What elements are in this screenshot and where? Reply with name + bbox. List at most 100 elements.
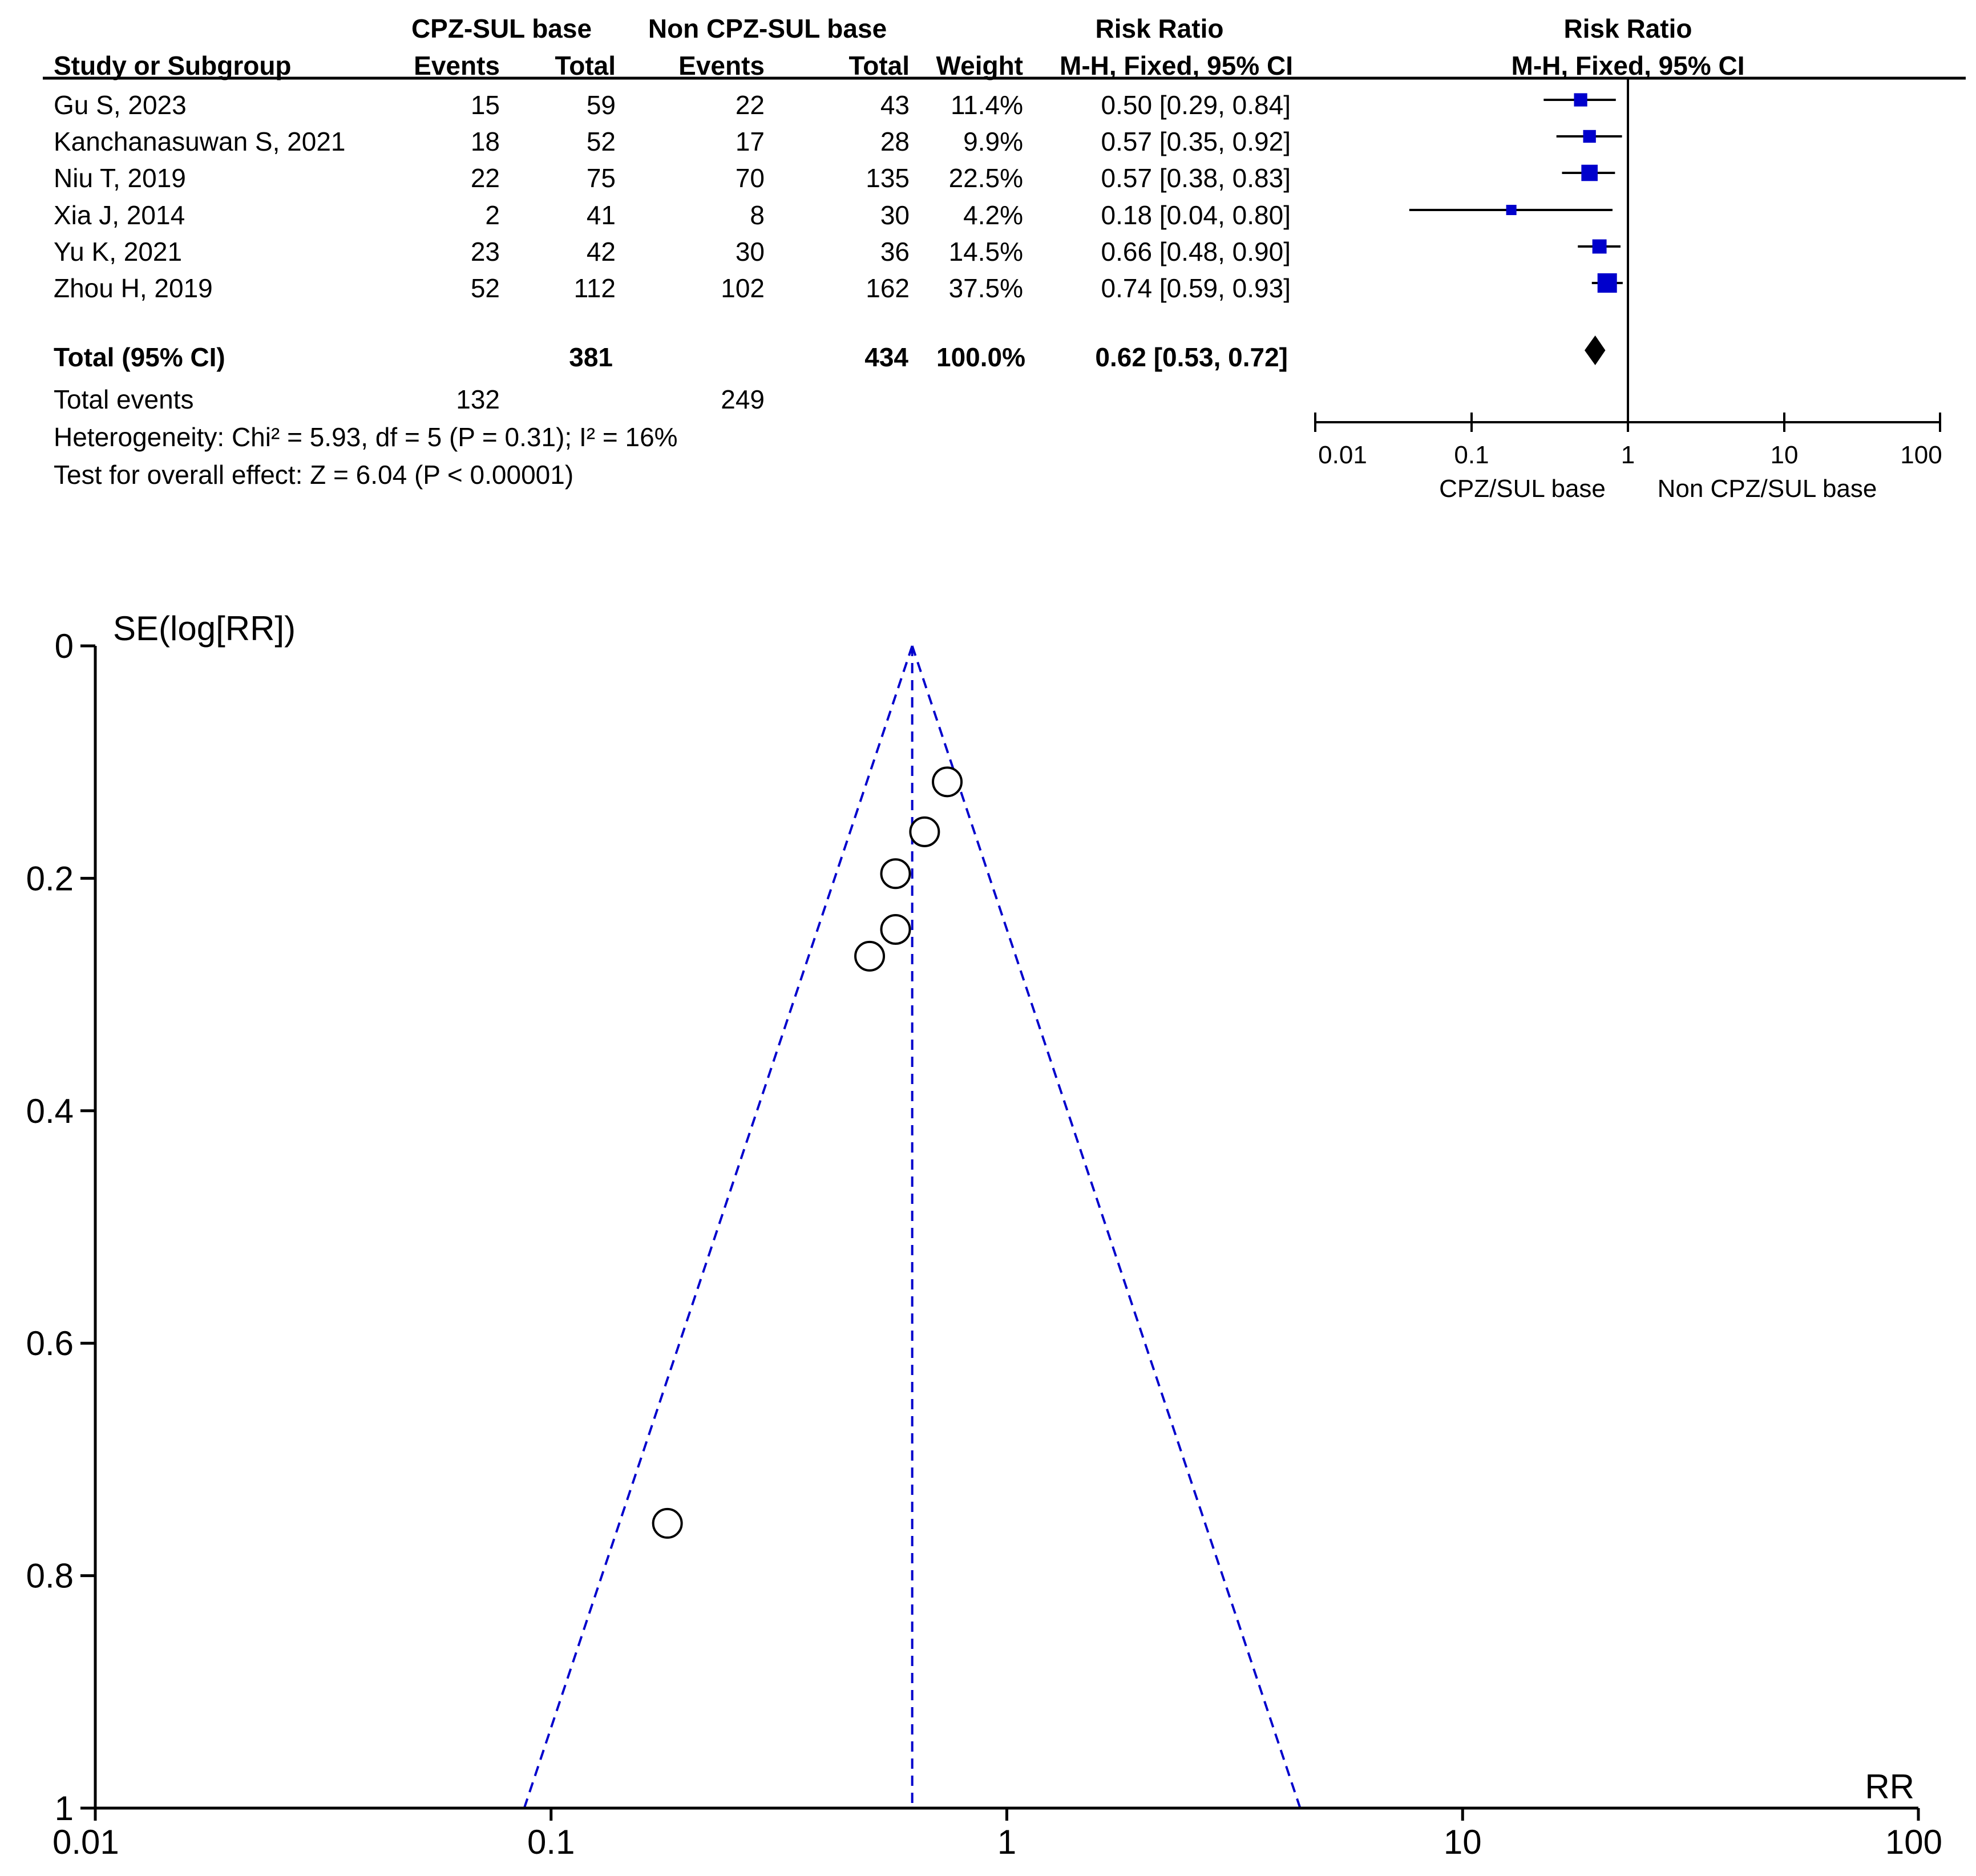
study-row: Gu S, 2023 15 59 22 43 11.4% 0.50 [0.29,… — [54, 90, 1291, 120]
funnel-right-limit — [912, 646, 1300, 1808]
header-events-right: Events — [678, 51, 765, 80]
events-right: 17 — [736, 127, 765, 156]
study-row: Zhou H, 2019 52 112 102 162 37.5% 0.74 [… — [54, 273, 1291, 303]
study-row: Niu T, 2019 22 75 70 135 22.5% 0.57 [0.3… — [54, 163, 1291, 193]
study-marker — [1574, 93, 1587, 106]
funnel-ticks: 00.20.40.60.810.01 0.1 1 10 100 — [26, 627, 1942, 1861]
events-right: 30 — [736, 237, 765, 266]
header-method-left: M-H, Fixed, 95% CI — [1060, 51, 1293, 80]
total-n-left: 381 — [569, 342, 613, 372]
header-total-right: Total — [849, 51, 910, 80]
study-name: Kanchanasuwan S, 2021 — [54, 127, 346, 156]
total-right: 30 — [880, 200, 910, 230]
weight: 37.5% — [949, 273, 1023, 303]
study-name: Yu K, 2021 — [54, 237, 182, 266]
study-name: Zhou H, 2019 — [54, 273, 213, 303]
events-left: 15 — [471, 90, 500, 120]
total-left: 75 — [587, 163, 616, 193]
total-events-right: 249 — [721, 385, 765, 414]
events-right: 8 — [750, 200, 765, 230]
study-point — [910, 818, 939, 846]
study-point — [933, 767, 961, 796]
forest-tick-label: 0.01 — [1318, 441, 1367, 469]
total-right: 135 — [866, 163, 910, 193]
study-row: Xia J, 2014 2 41 8 30 4.2% 0.18 [0.04, 0… — [54, 200, 1291, 230]
header-study: Study or Subgroup — [54, 51, 292, 80]
risk-ratio-ci: 0.66 [0.48, 0.90] — [1101, 237, 1291, 266]
risk-ratio-ci: 0.74 [0.59, 0.93] — [1101, 273, 1291, 303]
funnel-lines — [524, 646, 1300, 1808]
y-tick-label: 0 — [55, 627, 74, 665]
study-marker — [1506, 205, 1517, 215]
risk-ratio-ci: 0.18 [0.04, 0.80] — [1101, 200, 1291, 230]
study-name: Gu S, 2023 — [54, 90, 187, 120]
risk-ratio-ci: 0.50 [0.29, 0.84] — [1101, 90, 1291, 120]
weight: 22.5% — [949, 163, 1023, 193]
study-name: Niu T, 2019 — [54, 163, 186, 193]
header-group-right: Non CPZ-SUL base — [648, 14, 887, 43]
total-left: 52 — [587, 127, 616, 156]
header-risk-ratio-right: Risk Ratio — [1564, 14, 1692, 43]
overall-effect-text: Test for overall effect: Z = 6.04 (P < 0… — [54, 460, 573, 490]
study-point — [653, 1509, 682, 1538]
events-right: 22 — [736, 90, 765, 120]
funnel-points — [653, 767, 961, 1538]
y-tick-label: 1 — [55, 1789, 74, 1828]
study-row: Yu K, 2021 23 42 30 36 14.5% 0.66 [0.48,… — [54, 237, 1291, 266]
x-tick-label: 0.1 — [527, 1823, 575, 1861]
total-right: 43 — [880, 90, 910, 120]
funnel-x-label: RR — [1865, 1768, 1914, 1806]
total-weight: 100.0% — [936, 342, 1025, 372]
header-total-left: Total — [555, 51, 616, 80]
forest-tick-label: 1 — [1621, 441, 1635, 469]
y-tick-label: 0.6 — [26, 1324, 74, 1362]
header-method-right: M-H, Fixed, 95% CI — [1512, 51, 1745, 80]
x-tick-label: 0.01 — [52, 1823, 119, 1861]
total-events-label: Total events — [54, 385, 193, 414]
header-events-left: Events — [414, 51, 500, 80]
forest-x-axis: 0.01 0.1 1 10 100 CPZ/SUL base Non CPZ/S… — [1315, 413, 1942, 503]
total-events-left: 132 — [456, 385, 500, 414]
favours-left-label: CPZ/SUL base — [1439, 475, 1606, 503]
total-left: 41 — [587, 200, 616, 230]
x-tick-label: 1 — [997, 1823, 1016, 1861]
y-tick-label: 0.8 — [26, 1557, 74, 1595]
total-n-right: 434 — [864, 342, 908, 372]
weight: 11.4% — [951, 90, 1023, 120]
events-left: 23 — [471, 237, 500, 266]
weight: 14.5% — [949, 237, 1023, 266]
header-weight: Weight — [936, 51, 1023, 80]
study-point — [882, 915, 910, 944]
favours-right-label: Non CPZ/SUL base — [1658, 475, 1877, 503]
total-label: Total (95% CI) — [54, 342, 225, 372]
y-tick-label: 0.4 — [26, 1092, 74, 1130]
funnel-axes — [95, 646, 1918, 1808]
total-left: 42 — [587, 237, 616, 266]
y-tick-label: 0.2 — [26, 859, 74, 897]
events-left: 52 — [471, 273, 500, 303]
forest-tick-label: 100 — [1900, 441, 1942, 469]
events-left: 18 — [471, 127, 500, 156]
forest-marks — [1409, 93, 1623, 365]
total-right: 28 — [880, 127, 910, 156]
events-left: 2 — [485, 200, 500, 230]
study-point — [882, 859, 910, 888]
study-marker — [1581, 165, 1598, 181]
weight: 9.9% — [963, 127, 1023, 156]
forest-tick-label: 0.1 — [1454, 441, 1489, 469]
total-right: 162 — [866, 273, 910, 303]
funnel-plot: 00.20.40.60.810.01 0.1 1 10 100 SE(log[RR]) … — [26, 609, 1942, 1861]
x-tick-label: 10 — [1444, 1823, 1482, 1861]
events-right: 102 — [721, 273, 765, 303]
total-right: 36 — [880, 237, 910, 266]
funnel-y-label: SE(log[RR]) — [113, 609, 296, 648]
study-point — [855, 942, 884, 971]
funnel-left-limit — [524, 646, 912, 1808]
events-right: 70 — [736, 163, 765, 193]
forest-tick-label: 10 — [1771, 441, 1799, 469]
risk-ratio-ci: 0.57 [0.38, 0.83] — [1101, 163, 1291, 193]
total-left: 59 — [587, 90, 616, 120]
risk-ratio-ci: 0.57 [0.35, 0.92] — [1101, 127, 1291, 156]
summary-diamond — [1585, 335, 1605, 365]
study-row: Kanchanasuwan S, 2021 18 52 17 28 9.9% 0… — [54, 127, 1291, 156]
